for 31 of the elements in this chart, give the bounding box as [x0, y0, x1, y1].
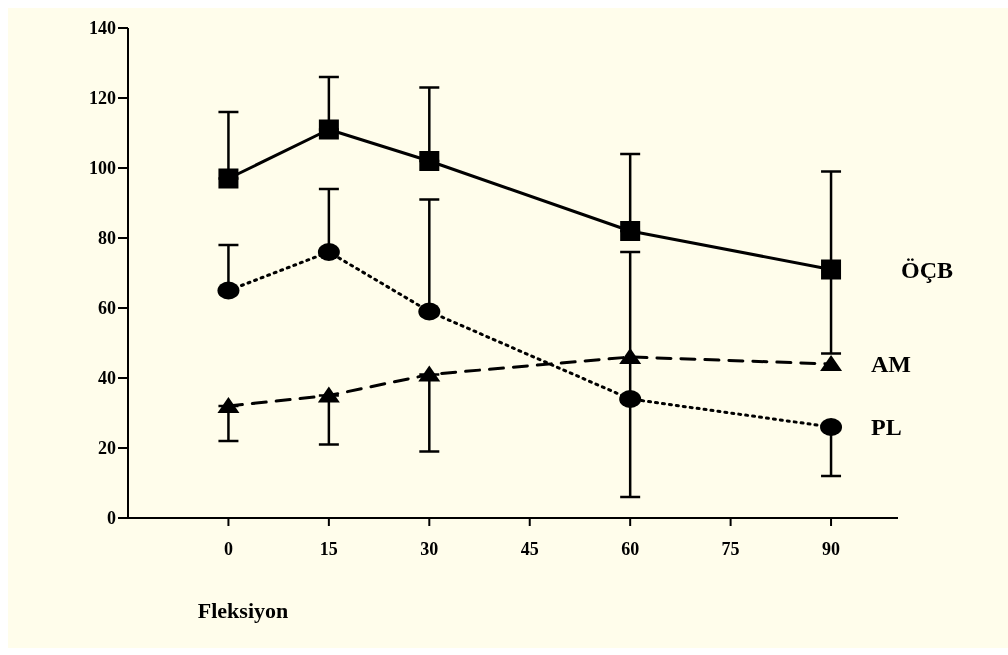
point — [317, 386, 340, 403]
x-tick-label: 30 — [420, 538, 439, 559]
y-tick-label: 60 — [98, 298, 116, 319]
point — [318, 119, 339, 140]
x-tick-label: 0 — [223, 538, 233, 559]
point — [418, 302, 441, 321]
y-tick-label: 20 — [98, 438, 116, 459]
series-label: AM — [871, 351, 912, 377]
x-tick-label: 15 — [319, 538, 338, 559]
x-axis-title: Fleksiyon — [197, 598, 289, 623]
y-tick-label: 40 — [98, 368, 116, 389]
point — [418, 365, 441, 382]
y-tick-label: 140 — [89, 18, 116, 39]
x-tick-label: 60 — [621, 538, 640, 559]
x-tick-label: 45 — [520, 538, 539, 559]
y-tick-label: 0 — [107, 508, 116, 529]
y-tick-label: 120 — [89, 88, 116, 109]
point — [821, 259, 842, 280]
point — [217, 281, 240, 300]
x-tick-label: 75 — [721, 538, 740, 559]
x-tick-label: 90 — [822, 538, 841, 559]
point — [317, 243, 340, 261]
y-tick-label: 80 — [98, 228, 116, 249]
point — [419, 151, 440, 171]
point — [619, 390, 642, 408]
text: ÖÇB — [901, 256, 954, 283]
series-label: PL — [871, 414, 902, 440]
point — [620, 221, 641, 241]
point — [218, 168, 239, 189]
point — [820, 418, 843, 436]
y-tick-label: 100 — [89, 158, 116, 179]
